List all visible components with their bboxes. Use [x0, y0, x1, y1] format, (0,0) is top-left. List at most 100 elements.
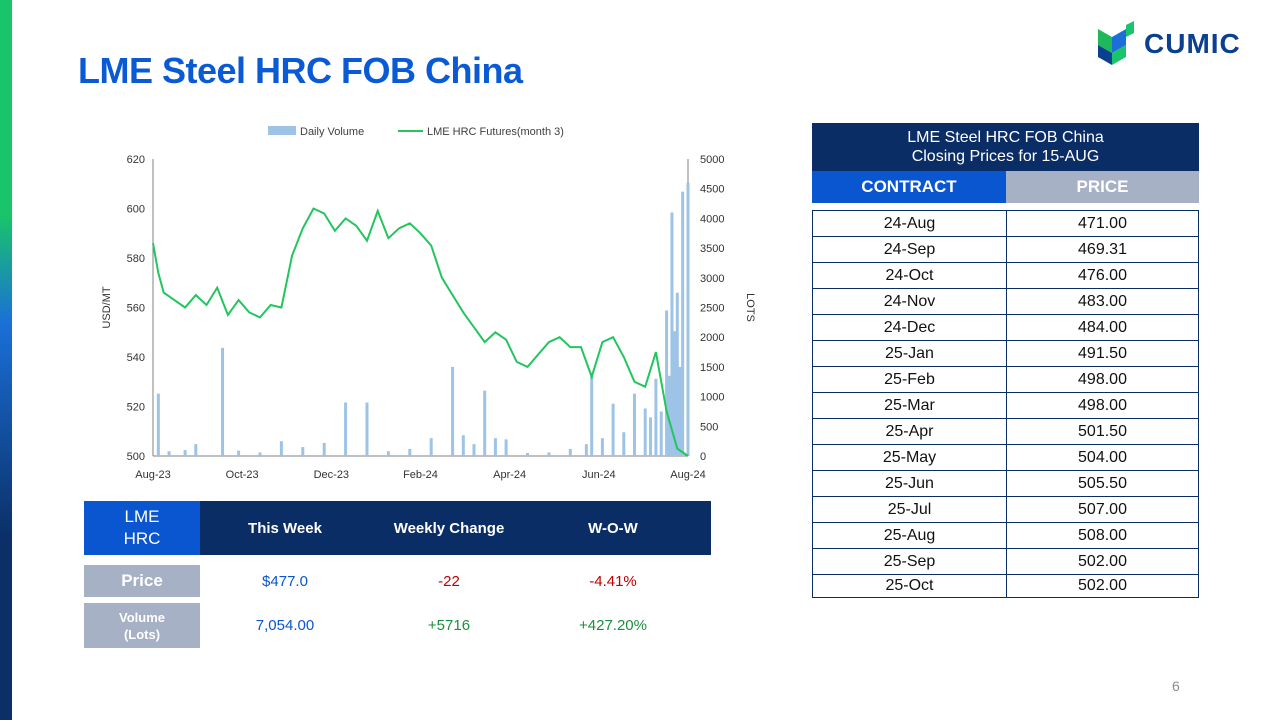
right-tick-label: 5000 [700, 154, 724, 166]
right-tick-label: 4000 [700, 213, 724, 225]
price-cell: 483.00 [1078, 292, 1127, 310]
volume-bar [643, 408, 647, 456]
header-contract: CONTRACT [812, 171, 1006, 203]
volume-bar [584, 444, 588, 456]
price-cell: 498.00 [1078, 370, 1127, 388]
accent-stripe [0, 0, 12, 720]
x-tick-label: Aug-23 [135, 469, 170, 481]
volume-bar [386, 451, 390, 456]
table-row: 25-Aug 508.00 [813, 523, 1198, 549]
right-tick-label: 4500 [700, 184, 724, 196]
volume-bar [568, 448, 572, 456]
volume-bar [675, 292, 679, 456]
contract-cell: 24-Nov [813, 289, 1007, 314]
legend-futures-label: LME HRC Futures(month 3) [427, 126, 564, 138]
left-tick-label: 540 [127, 352, 145, 364]
table-row: 25-Oct 502.00 [813, 575, 1198, 597]
right-tick-label: 1500 [700, 362, 724, 374]
price-cell: 504.00 [1078, 448, 1127, 466]
price-cell: 498.00 [1078, 396, 1127, 414]
volume-bar [258, 452, 262, 456]
volume-bar [667, 375, 671, 456]
contract-cell: 25-May [813, 445, 1007, 470]
table-row: 24-Sep 469.31 [813, 237, 1198, 263]
summary-row-label: Volume (Lots) [84, 603, 200, 648]
price-cell: 501.50 [1078, 422, 1127, 440]
volume-bar [451, 366, 455, 456]
left-tick-label: 520 [127, 402, 145, 414]
x-tick-label: Dec-23 [314, 469, 349, 481]
volume-bar [622, 432, 626, 456]
x-tick-label: Oct-23 [226, 469, 259, 481]
summary-value: +427.20% [579, 617, 647, 634]
header-price: PRICE [1006, 171, 1199, 203]
volume-bar [665, 310, 669, 456]
volume-bar [221, 347, 225, 456]
volume-bar [301, 447, 305, 456]
contract-cell: 25-Apr [813, 419, 1007, 444]
volume-bar [686, 182, 690, 456]
volume-bar [504, 439, 508, 456]
table-row: 24-Oct 476.00 [813, 263, 1198, 289]
summary-row-label: Price [84, 565, 200, 597]
table-row: 25-Feb 498.00 [813, 367, 1198, 393]
price-cell: 502.00 [1078, 577, 1127, 594]
contract-cell: 25-Feb [813, 367, 1007, 392]
volume-bar [472, 444, 476, 456]
closing-table-body: 24-Aug 471.00 24-Sep 469.31 24-Oct 476.00 24-N… [812, 210, 1199, 598]
price-cell: 508.00 [1078, 526, 1127, 544]
table-row: 25-Jun 505.50 [813, 471, 1198, 497]
right-tick-label: 0 [700, 451, 706, 463]
price-cell: 502.00 [1078, 552, 1127, 570]
contract-cell: 25-Jan [813, 341, 1007, 366]
volume-bar [194, 444, 198, 456]
right-tick-label: 2000 [700, 332, 724, 344]
cumic-logo-icon [1098, 21, 1134, 65]
closing-table-title-line1: LME Steel HRC FOB China [907, 129, 1104, 146]
contract-cell: 25-Mar [813, 393, 1007, 418]
page-title: LME Steel HRC FOB China [78, 50, 523, 91]
volume-bar [167, 451, 171, 456]
table-row: 24-Nov 483.00 [813, 289, 1198, 315]
right-tick-label: 2500 [700, 303, 724, 315]
summary-col-wow: W-O-W [588, 519, 638, 537]
legend-volume-swatch [268, 126, 296, 135]
volume-bar [322, 442, 326, 456]
contract-cell: 24-Oct [813, 263, 1007, 288]
contract-cell: 24-Dec [813, 315, 1007, 340]
summary-row-volume: Volume (Lots) 7,054.00 +5716 +427.20% [84, 603, 711, 648]
y-axis-left-title: USD/MT [101, 286, 113, 328]
page-number: 6 [1172, 678, 1180, 694]
summary-col-this-week: This Week [248, 519, 322, 537]
volume-bar [365, 402, 369, 456]
price-cell: 469.31 [1078, 240, 1127, 258]
x-tick-label: Feb-24 [403, 469, 438, 481]
price-cell: 471.00 [1078, 214, 1127, 232]
volume-bar [678, 366, 682, 456]
price-cell: 476.00 [1078, 266, 1127, 284]
left-tick-label: 620 [127, 154, 145, 166]
volume-bar [526, 453, 529, 456]
volume-bar [237, 450, 241, 456]
summary-value: 7,054.00 [255, 617, 315, 634]
contract-cell: 24-Aug [813, 211, 1007, 236]
summary-value: +5716 [427, 617, 471, 634]
left-tick-label: 560 [127, 303, 145, 315]
x-tick-label: Aug-24 [670, 469, 705, 481]
contract-cell: 25-Sep [813, 549, 1007, 574]
y-axis-right-title: LOTS [744, 293, 756, 322]
contract-cell: 24-Sep [813, 237, 1007, 262]
legend-volume-label: Daily Volume [300, 126, 364, 138]
volume-bar [654, 378, 658, 456]
summary-col-weekly-change: Weekly Change [393, 519, 505, 537]
contract-cell: 25-Jun [813, 471, 1007, 496]
table-row: 25-Sep 502.00 [813, 549, 1198, 575]
volume-bar [681, 191, 685, 457]
futures-price-line [152, 207, 689, 457]
volume-bar [633, 393, 636, 456]
left-tick-label: 600 [127, 204, 145, 216]
volume-bar [670, 212, 674, 456]
volume-bar [156, 393, 160, 456]
table-row: 25-Mar 498.00 [813, 393, 1198, 419]
x-tick-label: Jun-24 [582, 469, 616, 481]
